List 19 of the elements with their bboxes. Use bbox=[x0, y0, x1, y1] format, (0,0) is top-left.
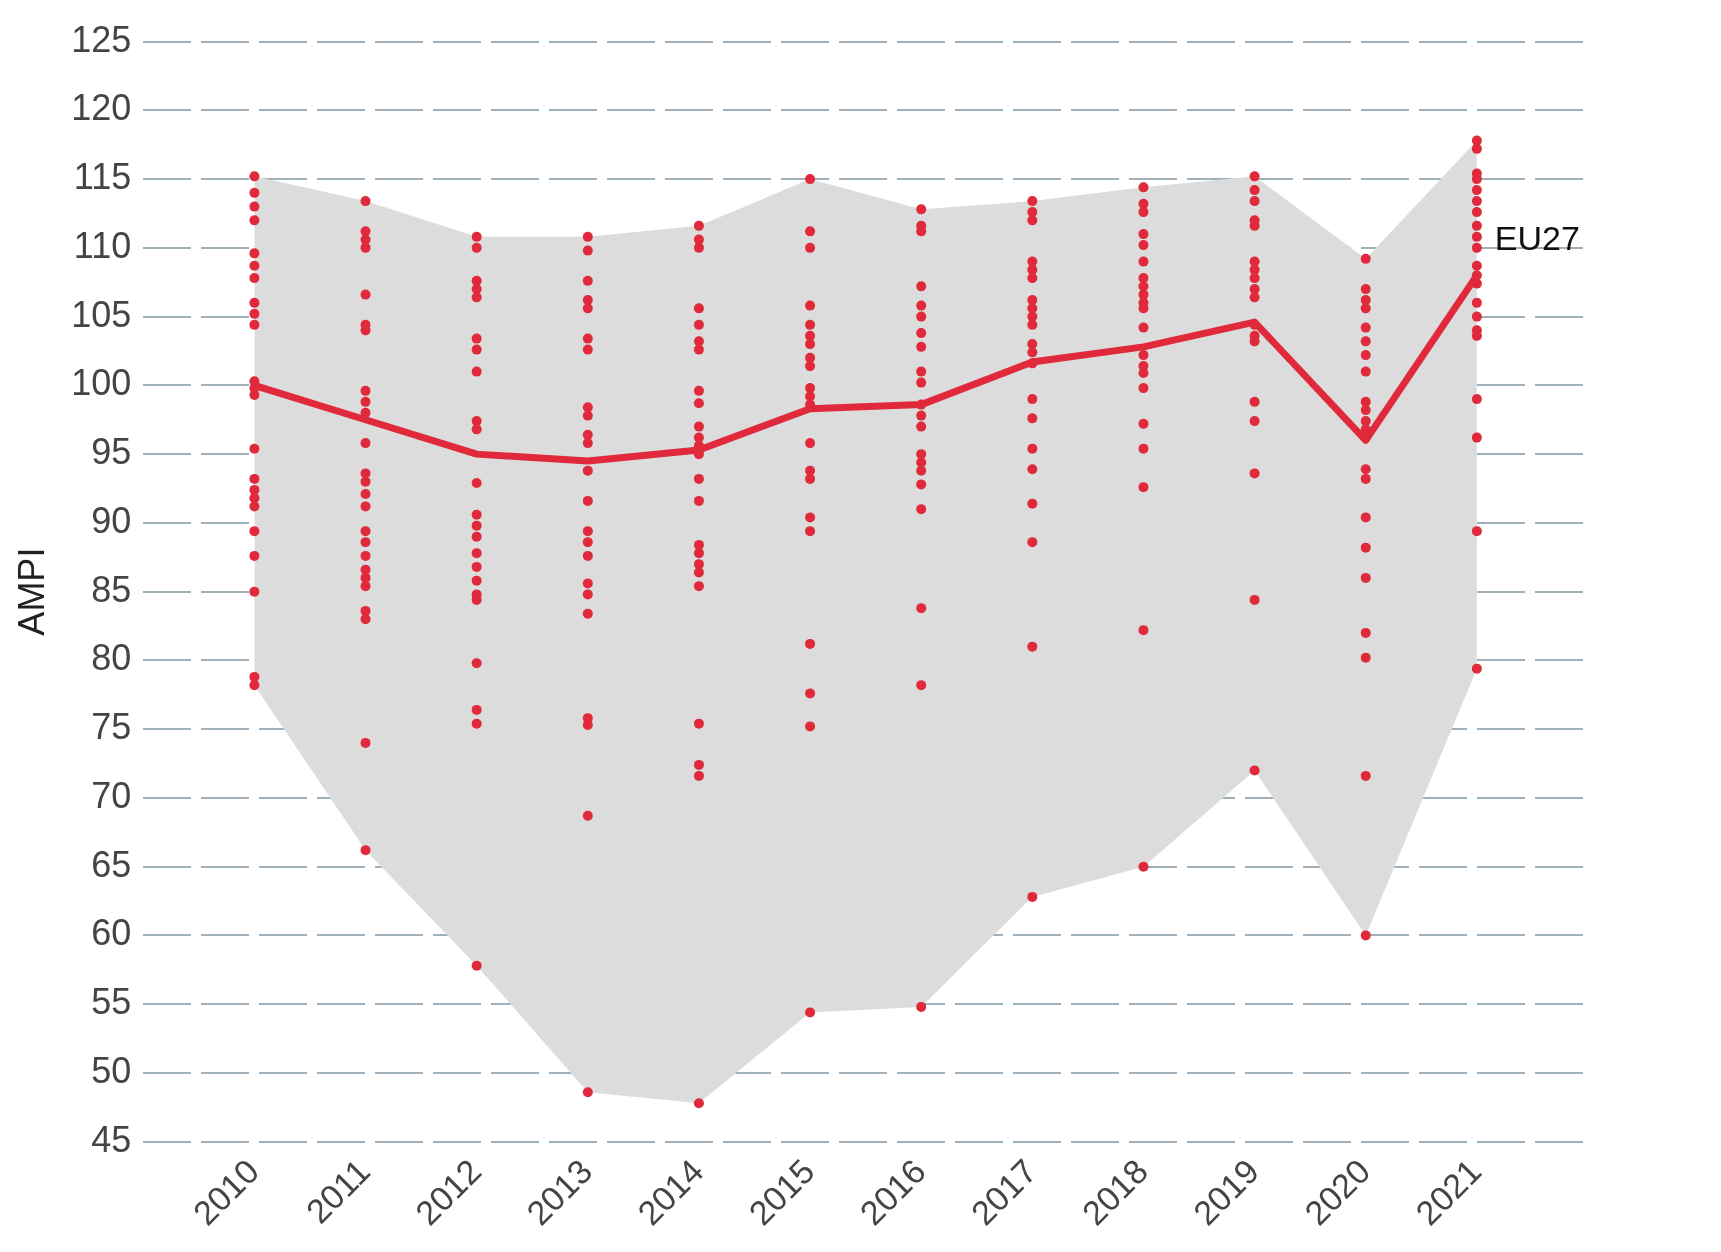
y-tick-label: 125 bbox=[71, 18, 132, 60]
y-tick-label: 45 bbox=[91, 1118, 132, 1160]
y-tick-label: 95 bbox=[91, 431, 132, 473]
y-tick-label: 115 bbox=[73, 156, 132, 198]
y-tick-label: 105 bbox=[71, 293, 132, 335]
y-axis-title: AMPI bbox=[10, 547, 52, 636]
series-label: EU27 bbox=[1494, 218, 1580, 257]
y-tick-label: 55 bbox=[91, 981, 132, 1023]
y-tick-label: 70 bbox=[91, 774, 132, 816]
y-tick-label: 100 bbox=[71, 362, 132, 404]
y-tick-label: 65 bbox=[91, 843, 132, 885]
y-tick-label: 120 bbox=[71, 87, 132, 129]
y-tick-label: 90 bbox=[91, 499, 132, 541]
y-tick-label: 110 bbox=[73, 224, 132, 266]
y-tick-label: 75 bbox=[91, 706, 132, 748]
y-tick-label: 60 bbox=[91, 912, 132, 954]
y-tick-label: 85 bbox=[91, 568, 132, 610]
y-tick-label: 80 bbox=[91, 637, 132, 679]
y-tick-label: 50 bbox=[91, 1049, 132, 1091]
